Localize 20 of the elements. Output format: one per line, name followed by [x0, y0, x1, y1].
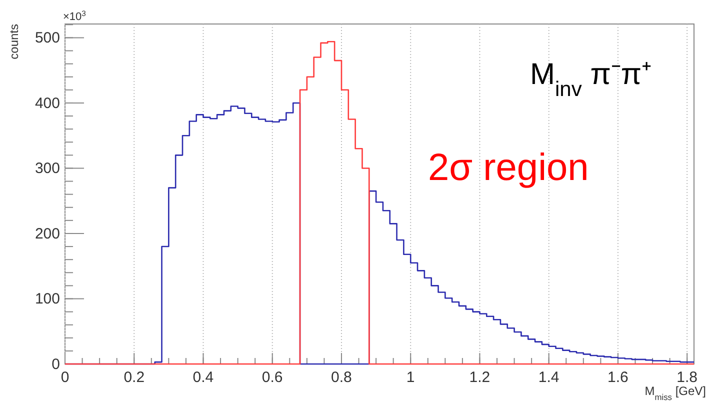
- annotation: M$_{inv}$ π⁻π⁺: [530, 58, 652, 100]
- x-tick-label: 1.6: [608, 369, 628, 386]
- y-tick-label: 500: [34, 30, 60, 47]
- x-tick-label: 0.2: [124, 369, 145, 386]
- x-tick-label: 0.6: [262, 369, 283, 386]
- x-tick-label: 1.2: [469, 369, 490, 386]
- y-tick-label: 200: [34, 225, 60, 242]
- y-axis-title: counts: [7, 24, 21, 60]
- y-tick-label: 400: [34, 94, 60, 112]
- x-tick-label: 0.4: [192, 369, 214, 386]
- x-tick-label: 0.8: [331, 369, 352, 386]
- y-tick-label: 0: [52, 356, 60, 373]
- x-tick-label: 1.4: [538, 369, 560, 386]
- x-tick-label: 1: [406, 369, 415, 386]
- x-axis-title: M$_{miss}$ [GeV]: [644, 384, 706, 401]
- y-tick-label: 300: [34, 160, 60, 178]
- text: ×10$^{3}$: [63, 8, 86, 23]
- y-tick-label: 100: [34, 290, 60, 308]
- annotation: 2σ region: [428, 147, 589, 189]
- x-tick-label: 1.8: [676, 369, 698, 386]
